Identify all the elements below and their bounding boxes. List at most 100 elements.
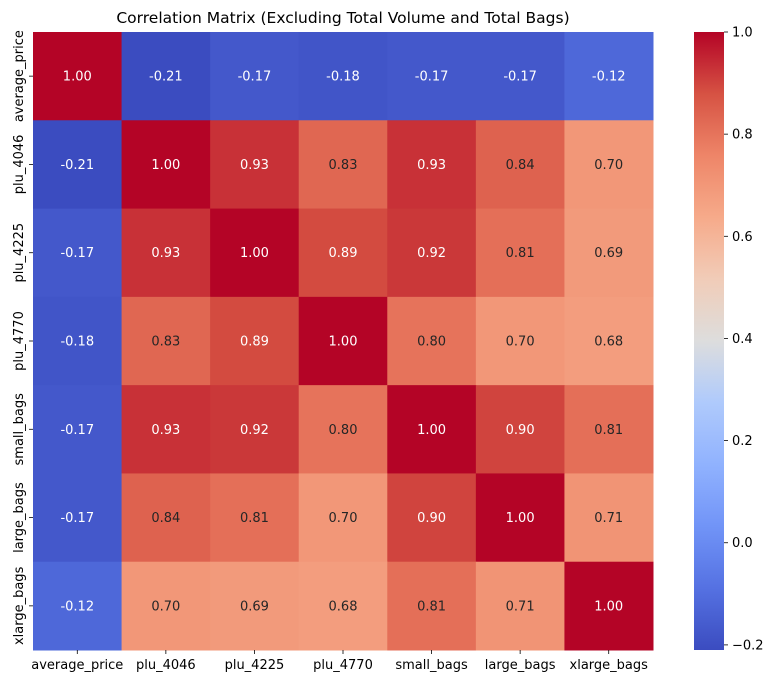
cell-value-label: 0.81	[240, 511, 269, 526]
heatmap-cell	[33, 120, 123, 210]
heatmap-cell	[210, 561, 300, 651]
heatmap-cell	[564, 473, 654, 563]
cell-value-label: -0.18	[326, 70, 360, 85]
chart-title: Correlation Matrix (Excluding Total Volu…	[116, 9, 569, 27]
heatmap-cell	[298, 208, 388, 298]
y-axis-ticks: average_price plu_4046 plu_4225 plu_4770sma…	[12, 30, 33, 645]
cell-value-label: 1.00	[63, 70, 92, 85]
cell-value-label: -0.17	[60, 246, 94, 261]
cell-value-label: 0.68	[594, 335, 623, 350]
y-tick-label: xlarge_bags	[12, 566, 27, 645]
heatmap-cells: 1.00 -0.21 -0.17 -0.18 -0.17 -0.17 -0.12 -0.21 1…	[33, 32, 654, 651]
heatmap-cell	[564, 208, 654, 298]
cell-value-label: 1.00	[151, 158, 180, 173]
heatmap-cell	[475, 473, 565, 563]
cell-value-label: 0.93	[151, 423, 180, 438]
heatmap-cell	[33, 561, 123, 651]
x-tick-label: plu_4770	[313, 658, 373, 673]
cell-value-label: 1.00	[506, 511, 535, 526]
heatmap-cell	[210, 120, 300, 210]
cell-value-label: 1.00	[594, 599, 623, 614]
x-tick-label: average_price	[31, 658, 123, 673]
cell-value-label: -0.17	[503, 70, 537, 85]
colorbar-gradient	[694, 32, 724, 650]
heatmap-cell	[564, 385, 654, 474]
y-tick-label: plu_4770	[12, 311, 27, 371]
cell-value-label: -0.17	[60, 511, 94, 526]
heatmap-cell	[121, 296, 211, 386]
cell-value-label: 0.68	[329, 599, 358, 614]
colorbar-tick-label: 0.2	[732, 434, 753, 449]
heatmap-cell	[475, 296, 565, 386]
heatmap-cell	[121, 32, 211, 121]
heatmap-cell	[121, 385, 211, 474]
cell-value-label: 1.00	[329, 335, 358, 350]
cell-value-label: 0.90	[417, 511, 446, 526]
heatmap-cell	[387, 561, 477, 651]
x-axis-ticks: average_price plu_4046 plu_4225 plu_4770 sma…	[31, 650, 648, 673]
y-tick-label: plu_4225	[12, 223, 27, 283]
cell-value-label: 0.80	[417, 335, 446, 350]
cell-value-label: 0.81	[417, 599, 446, 614]
colorbar-tick-label: 0.4	[732, 332, 753, 347]
heatmap-cell	[475, 385, 565, 474]
heatmap-cell	[210, 385, 300, 474]
heatmap-cell	[564, 120, 654, 210]
cell-value-label: 0.70	[594, 158, 623, 173]
cell-value-label: 0.89	[329, 246, 358, 261]
colorbar	[694, 32, 724, 650]
colorbar-tick-label: 0.0	[732, 536, 753, 551]
cell-value-label: 0.70	[506, 335, 535, 350]
cell-value-label: -0.12	[592, 70, 626, 85]
heatmap-cell	[121, 561, 211, 651]
cell-value-label: 0.80	[329, 423, 358, 438]
heatmap-cell	[298, 385, 388, 474]
heatmap-cell	[121, 473, 211, 563]
cell-value-label: -0.12	[60, 599, 94, 614]
cell-value-label: -0.21	[149, 70, 183, 85]
cell-value-label: 0.81	[594, 423, 623, 438]
heatmap-cell	[387, 208, 477, 298]
heatmap-cell	[210, 32, 300, 121]
cell-value-label: 0.84	[506, 158, 535, 173]
heatmap-cell	[387, 473, 477, 563]
cell-value-label: 0.89	[240, 335, 269, 350]
x-tick-label: small_bags	[395, 658, 468, 673]
heatmap-cell	[475, 32, 565, 121]
cell-value-label: -0.17	[60, 423, 94, 438]
cell-value-label: 0.71	[594, 511, 623, 526]
heatmap-cell	[564, 561, 654, 651]
y-tick-label: small_bags	[12, 393, 27, 466]
cell-value-label: -0.18	[60, 335, 94, 350]
cell-value-label: 0.92	[417, 246, 446, 261]
heatmap-cell	[121, 120, 211, 210]
heatmap-cell	[387, 385, 477, 474]
heatmap-cell	[210, 296, 300, 386]
colorbar-tick-label: 0.8	[732, 128, 753, 143]
cell-value-label: 0.84	[151, 511, 180, 526]
colorbar-tick-label: −0.2	[732, 638, 764, 653]
heatmap-cell	[298, 296, 388, 386]
colorbar-ticks: 1.0 0.8 0.6 0.4 0.2 0.0 −0.2	[724, 26, 764, 653]
heatmap-cell	[387, 32, 477, 121]
heatmap-cell	[298, 120, 388, 210]
cell-value-label: 0.93	[240, 158, 269, 173]
cell-value-label: -0.17	[238, 70, 272, 85]
cell-value-label: 0.83	[151, 335, 180, 350]
heatmap-cell	[33, 296, 123, 386]
cell-value-label: 0.69	[594, 246, 623, 261]
cell-value-label: 1.00	[417, 423, 446, 438]
heatmap-cell	[210, 473, 300, 563]
heatmap-cell	[475, 208, 565, 298]
cell-value-label: 0.83	[329, 158, 358, 173]
cell-value-label: 0.71	[506, 599, 535, 614]
heatmap-cell	[564, 32, 654, 121]
cell-value-label: -0.21	[60, 158, 94, 173]
heatmap-cell	[33, 32, 123, 121]
heatmap-cell	[33, 208, 123, 298]
heatmap-cell	[298, 561, 388, 651]
heatmap-cell	[121, 208, 211, 298]
x-tick-label: plu_4046	[136, 658, 196, 673]
y-tick-label: large_bags	[12, 482, 27, 553]
y-tick-label: plu_4046	[12, 135, 27, 195]
